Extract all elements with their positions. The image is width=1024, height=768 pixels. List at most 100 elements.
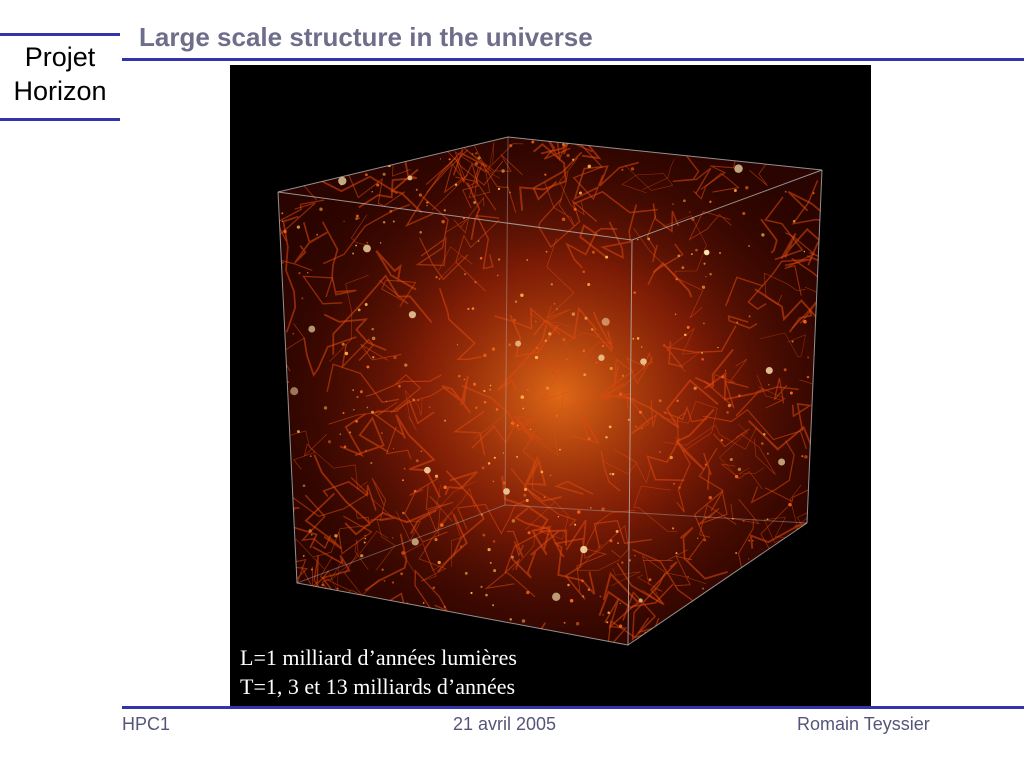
galaxy-knot xyxy=(520,395,525,399)
filament xyxy=(522,430,556,503)
galaxy-knot xyxy=(355,217,359,220)
filament xyxy=(760,218,778,254)
filament xyxy=(364,533,408,592)
galaxy-knot xyxy=(428,406,431,408)
galaxy-knot xyxy=(556,308,558,310)
galaxy-knot xyxy=(635,137,643,145)
galaxy-knot xyxy=(501,169,505,173)
galaxy-knot xyxy=(562,338,566,342)
galaxy-knot xyxy=(580,545,588,554)
galaxy-knot xyxy=(275,490,277,492)
galaxy-knot xyxy=(359,390,363,394)
galaxy-knot xyxy=(513,319,516,321)
filament xyxy=(706,358,748,388)
galaxy-knot xyxy=(825,558,827,560)
galaxy-knot xyxy=(298,272,301,275)
filament xyxy=(513,507,565,558)
galaxy-knot xyxy=(444,419,447,422)
galaxy-knot xyxy=(271,177,274,180)
galaxy-knot xyxy=(404,363,408,367)
galaxy-knot xyxy=(609,366,613,371)
filament xyxy=(390,374,444,413)
galaxy-knot xyxy=(703,262,706,265)
galaxy-knot xyxy=(545,250,548,253)
galaxy-knot xyxy=(262,442,264,444)
galaxy-knot xyxy=(370,461,373,465)
galaxy-knot xyxy=(489,561,492,564)
footer-rule xyxy=(122,706,1024,709)
galaxy-knot xyxy=(440,523,444,527)
galaxy-knot xyxy=(474,406,478,410)
galaxy-knot xyxy=(815,487,822,495)
galaxy-knot xyxy=(581,579,584,583)
filament xyxy=(278,202,316,272)
galaxy-knot xyxy=(683,199,686,203)
galaxy-knot xyxy=(594,644,597,645)
filament xyxy=(452,410,486,456)
galaxy-knot xyxy=(402,511,405,515)
galaxy-knot xyxy=(264,358,269,363)
filament xyxy=(471,415,533,449)
galaxy-knot xyxy=(742,211,746,216)
galaxy-knot xyxy=(602,344,605,348)
galaxy-knot xyxy=(481,513,484,516)
filament xyxy=(328,401,398,425)
filament xyxy=(602,382,636,401)
galaxy-knot xyxy=(330,166,334,170)
galaxy-knot xyxy=(292,332,295,335)
filament xyxy=(350,214,369,246)
galaxy-knot xyxy=(526,259,529,261)
galaxy-knot xyxy=(745,186,749,190)
galaxy-knot xyxy=(803,250,806,253)
galaxy-knot xyxy=(632,337,635,340)
galaxy-knot xyxy=(308,325,316,333)
galaxy-knot xyxy=(553,654,554,655)
galaxy-knot xyxy=(748,599,752,603)
filament xyxy=(593,311,614,350)
logo-top-rule xyxy=(0,33,120,36)
galaxy-knot xyxy=(353,408,355,411)
galaxy-knot xyxy=(759,587,762,589)
galaxy-knot xyxy=(499,130,504,135)
galaxy-knot xyxy=(276,407,278,409)
filament xyxy=(473,141,501,179)
galaxy-knot xyxy=(734,474,739,479)
filament xyxy=(365,374,442,397)
filament xyxy=(302,275,343,305)
filament xyxy=(748,420,813,451)
galaxy-knot xyxy=(383,580,386,582)
galaxy-knot xyxy=(747,558,750,560)
galaxy-knot xyxy=(663,344,666,347)
galaxy-knot xyxy=(371,191,374,193)
galaxy-knot xyxy=(799,586,802,589)
galaxy-knot xyxy=(627,418,630,421)
cosmic-web-cube xyxy=(262,129,834,655)
galaxy-knot xyxy=(339,433,342,436)
filament xyxy=(530,525,552,556)
galaxy-knot xyxy=(812,192,815,195)
filament xyxy=(604,583,674,630)
galaxy-knot xyxy=(501,129,504,132)
galaxy-knot xyxy=(464,571,468,575)
filament xyxy=(372,398,435,436)
filament xyxy=(600,450,621,492)
galaxy-knot xyxy=(687,575,689,578)
filament xyxy=(738,467,765,475)
galaxy-knot xyxy=(553,645,555,647)
galaxy-knot xyxy=(833,606,834,607)
galaxy-knot xyxy=(704,516,707,519)
filament xyxy=(323,313,387,351)
filament xyxy=(636,574,663,605)
galaxy-knot xyxy=(749,148,757,156)
galaxy-knot xyxy=(640,358,647,365)
galaxy-knot xyxy=(471,153,474,155)
galaxy-knot xyxy=(439,158,442,160)
galaxy-knot xyxy=(783,368,787,372)
galaxy-knot xyxy=(609,539,613,543)
galaxy-knot xyxy=(791,340,794,343)
galaxy-knot xyxy=(480,585,483,589)
galaxy-knot xyxy=(473,201,477,204)
galaxy-knot xyxy=(601,507,605,511)
filament xyxy=(455,219,500,292)
galaxy-knot xyxy=(701,351,703,354)
